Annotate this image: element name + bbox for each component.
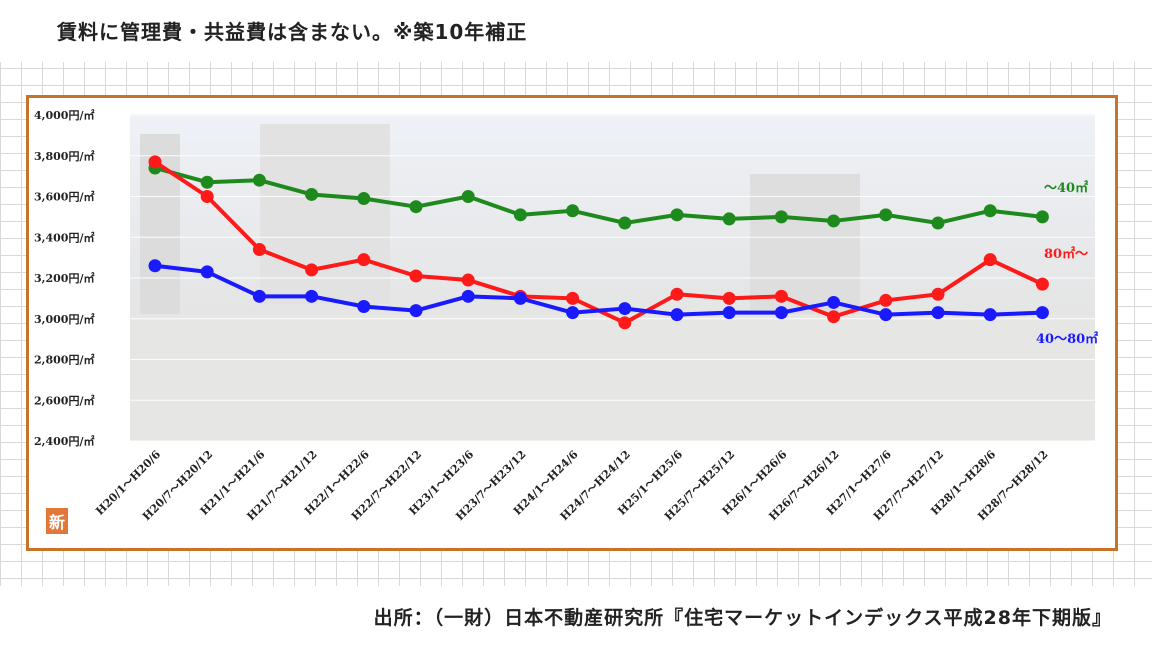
data-point: [1035, 306, 1049, 320]
data-point: [618, 216, 632, 230]
data-point: [305, 187, 319, 201]
data-point: [200, 190, 214, 203]
building-shape: [260, 124, 390, 304]
data-point: [148, 155, 162, 169]
data-point: [305, 263, 319, 277]
data-point: [670, 308, 684, 322]
y-tick-label: 2,400円/㎡: [34, 434, 94, 448]
data-point: [357, 192, 371, 206]
data-point: [357, 253, 371, 267]
y-tick-label: 3,600円/㎡: [34, 190, 94, 204]
series-line: [154, 166, 1043, 225]
data-point: [931, 216, 945, 230]
data-point: [566, 291, 580, 305]
data-point: [409, 200, 423, 214]
series-label: 80㎡～: [1044, 246, 1088, 262]
data-point: [931, 306, 945, 320]
data-point: [513, 208, 527, 222]
source-banner: 出所：（一財）日本不動産研究所『住宅マーケットインデックス平成28年下期版』: [0, 586, 1152, 648]
series-label: 40～80㎡: [1036, 331, 1098, 347]
x-axis-ticks: H20/1～H20/6H20/7～H20/12H21/1～H21/6H21/7～…: [93, 448, 1050, 523]
data-point: [461, 190, 475, 203]
grid-lines: [130, 114, 1095, 442]
data-point: [827, 214, 841, 228]
data-point: [722, 306, 736, 320]
data-point: [305, 289, 319, 303]
background-photo: [130, 114, 1095, 441]
y-tick-label: 3,400円/㎡: [34, 230, 94, 244]
data-point: [200, 175, 214, 189]
data-point: [252, 242, 266, 256]
data-point: [409, 304, 423, 318]
data-point: [983, 308, 997, 322]
data-point: [357, 300, 371, 314]
series-lines: [148, 155, 1049, 330]
data-point: [722, 212, 736, 226]
header-note: 賃料に管理費・共益費は含まない。※築10年補正: [57, 20, 528, 44]
note-banner: 賃料に管理費・共益費は含まない。※築10年補正: [0, 0, 1152, 62]
data-point: [879, 208, 893, 222]
data-point: [670, 287, 684, 301]
y-tick-label: 3,800円/㎡: [34, 149, 94, 163]
data-point: [461, 273, 475, 287]
data-point: [827, 310, 841, 324]
data-point: [618, 302, 632, 316]
road-shape: [130, 314, 1095, 441]
data-point: [566, 204, 580, 218]
series-labels: ～40㎡ 80㎡～ 40～80㎡: [1036, 180, 1098, 347]
data-point: [461, 289, 475, 303]
data-point: [618, 316, 632, 330]
data-point: [879, 293, 893, 307]
data-point: [931, 287, 945, 301]
building-shape: [750, 174, 860, 314]
y-tick-label: 3,000円/㎡: [34, 312, 94, 326]
series-line: [154, 263, 1043, 317]
y-axis-ticks: 4,000円/㎡ 3,800円/㎡ 3,600円/㎡ 3,400円/㎡ 3,200円/㎡…: [34, 108, 94, 448]
data-point: [566, 306, 580, 320]
data-point: [879, 308, 893, 322]
new-badge-icon: 新: [46, 508, 68, 534]
data-point: [774, 306, 788, 320]
data-point: [1035, 210, 1049, 224]
data-point: [1035, 277, 1049, 291]
y-tick-label: 2,800円/㎡: [34, 353, 94, 367]
data-point: [983, 253, 997, 267]
data-point: [774, 210, 788, 224]
data-point: [252, 173, 266, 187]
y-tick-label: 3,200円/㎡: [34, 271, 94, 285]
data-point: [148, 259, 162, 273]
y-tick-label: 2,600円/㎡: [34, 393, 94, 407]
data-point: [774, 289, 788, 303]
rent-line-chart: 4,000円/㎡ 3,800円/㎡ 3,600円/㎡ 3,400円/㎡ 3,200円/㎡…: [34, 108, 1098, 523]
data-point: [827, 295, 841, 309]
data-point: [513, 291, 527, 305]
data-point: [252, 289, 266, 303]
data-point: [200, 265, 214, 279]
data-point: [670, 208, 684, 222]
series-label: ～40㎡: [1044, 180, 1088, 196]
data-point: [983, 204, 997, 218]
source-text: 出所：（一財）日本不動産研究所『住宅マーケットインデックス平成28年下期版』: [373, 607, 1112, 629]
data-point: [409, 269, 423, 283]
y-tick-label: 4,000円/㎡: [34, 108, 94, 122]
data-point: [722, 291, 736, 305]
